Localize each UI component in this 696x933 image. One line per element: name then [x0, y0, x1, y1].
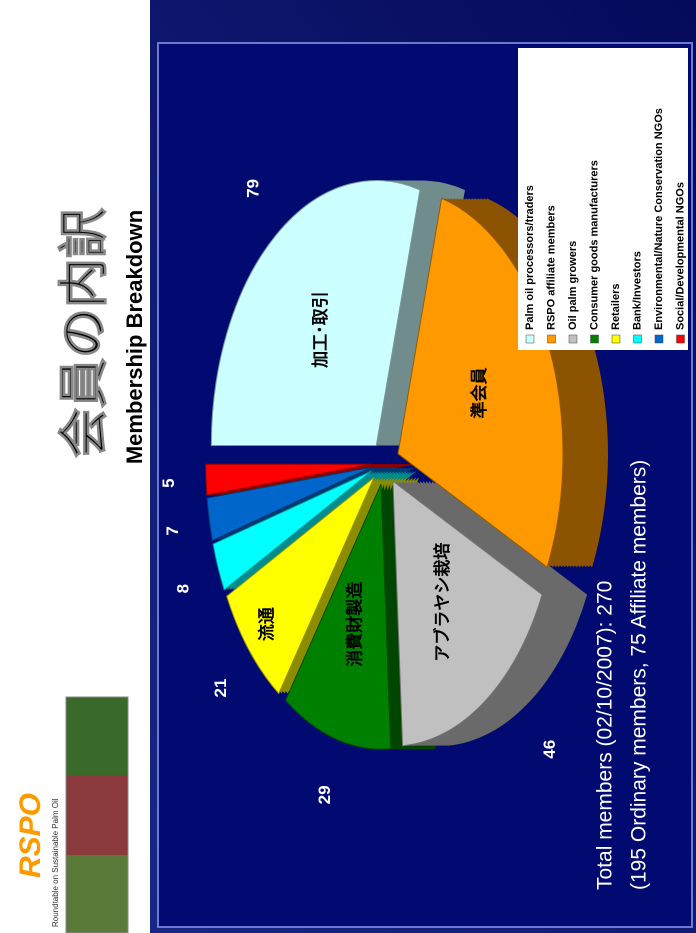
- note: (195 Ordinary members, 75 Affiliate memb…: [628, 460, 651, 890]
- slice-label: 加工･取引: [311, 291, 330, 369]
- slice: [205, 463, 371, 496]
- note: Total members (02/10/2007): 270: [594, 581, 617, 890]
- legend-label: Environmental/Nature Conservation NGOs: [653, 108, 665, 330]
- slice: [392, 480, 543, 747]
- value-label: 8: [174, 584, 193, 593]
- value-label: 5: [159, 478, 178, 487]
- slice: [206, 466, 372, 542]
- legend-label: Consumer goods manufacturers: [588, 160, 600, 330]
- legend-label: Palm oil processors/traders: [524, 185, 536, 330]
- logo: RSPO: [14, 793, 47, 878]
- legend-label: Bank/Investors: [631, 251, 643, 330]
- slice-label: 消費財製造: [345, 581, 365, 667]
- value-label: 79: [244, 179, 263, 198]
- chart-title: 会員の内訳: [56, 208, 112, 458]
- legend-label: Social/Developmental NGOs: [674, 182, 686, 330]
- slice: [212, 470, 372, 591]
- legend-marker: [654, 334, 664, 344]
- legend-label: Retailers: [610, 284, 622, 330]
- value-label: 29: [315, 785, 334, 804]
- legend-box: [518, 48, 688, 350]
- legend-marker: [547, 334, 556, 344]
- slice: [226, 476, 375, 695]
- legend-label: Oil palm growers: [567, 241, 579, 330]
- legend-marker: [568, 334, 578, 344]
- legend-marker: [611, 334, 621, 344]
- slice: [285, 483, 392, 750]
- slice-label: 準会員: [469, 367, 489, 418]
- slice: [210, 180, 421, 447]
- legend-label: RSPO affiliate members: [545, 205, 557, 330]
- logo-photos: [65, 696, 129, 933]
- logo-subtitle: Roundtable on Sustainable Palm Oil: [51, 798, 60, 927]
- chart-subtitle: Membership Breakdown: [122, 210, 147, 464]
- legend-marker: [590, 334, 599, 344]
- slice-label: アブラヤシ栽培: [432, 543, 452, 662]
- value-label: 7: [163, 526, 182, 535]
- legend-marker: [633, 334, 642, 344]
- legend-marker: [525, 334, 535, 344]
- value-label: 21: [211, 679, 230, 698]
- slice-label: 流通: [256, 607, 276, 641]
- value-label: 46: [540, 740, 559, 759]
- legend-marker: [676, 334, 685, 344]
